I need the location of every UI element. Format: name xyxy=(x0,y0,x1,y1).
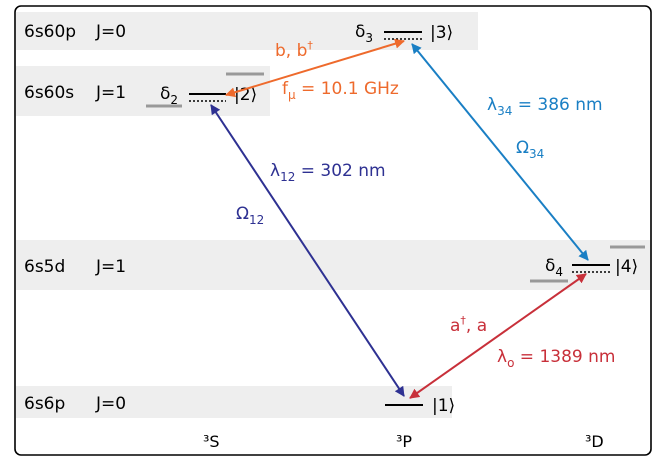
band-6s6p xyxy=(16,386,452,418)
band-j-6s6p: J=0 xyxy=(95,394,126,414)
transition-23-operators: b, b† xyxy=(275,39,313,61)
column-label-3P: ³P xyxy=(396,432,412,451)
transition-12-rabi: Ω12 xyxy=(236,204,264,227)
state-1-label: |1⟩ xyxy=(432,396,455,416)
state-4-label: |4⟩ xyxy=(615,257,638,277)
state-3 xyxy=(384,31,422,40)
band-label-6s60p: 6s60p xyxy=(24,22,76,42)
band-j-6s60p: J=0 xyxy=(95,22,126,42)
transition-23-frequency: fμ = 10.1 GHz xyxy=(282,79,399,102)
transition-23-arrow xyxy=(225,38,405,98)
transition-12-wavelength: λ12 = 302 nm xyxy=(270,161,386,184)
column-label-3S: ³S xyxy=(203,432,220,451)
transition-12-arrow xyxy=(210,104,405,397)
detuning-delta3: δ3 xyxy=(355,22,373,45)
frame xyxy=(14,5,652,456)
band-j-6s60s: J=1 xyxy=(95,83,126,103)
transition-14-wavelength: λo = 1389 nm xyxy=(497,347,615,370)
transition-14-operators: a†, a xyxy=(450,314,487,336)
transition-14-arrow xyxy=(409,273,587,399)
transition-34-wavelength: λ34 = 386 nm xyxy=(487,95,603,118)
band-label-6s60s: 6s60s xyxy=(24,83,74,103)
transition-34-rabi: Ω34 xyxy=(516,138,544,161)
detuning-delta4: δ4 xyxy=(545,256,563,279)
band-label-6s5d: 6s5d xyxy=(24,257,65,277)
transition-34-arrow xyxy=(411,43,589,261)
state-3-label: |3⟩ xyxy=(430,23,453,43)
band-label-6s6p: 6s6p xyxy=(24,394,65,414)
column-label-3D: ³D xyxy=(585,432,604,451)
state-2-label: |2⟩ xyxy=(234,85,257,105)
detuning-delta2: δ2 xyxy=(160,84,178,107)
band-j-6s5d: J=1 xyxy=(95,257,126,277)
